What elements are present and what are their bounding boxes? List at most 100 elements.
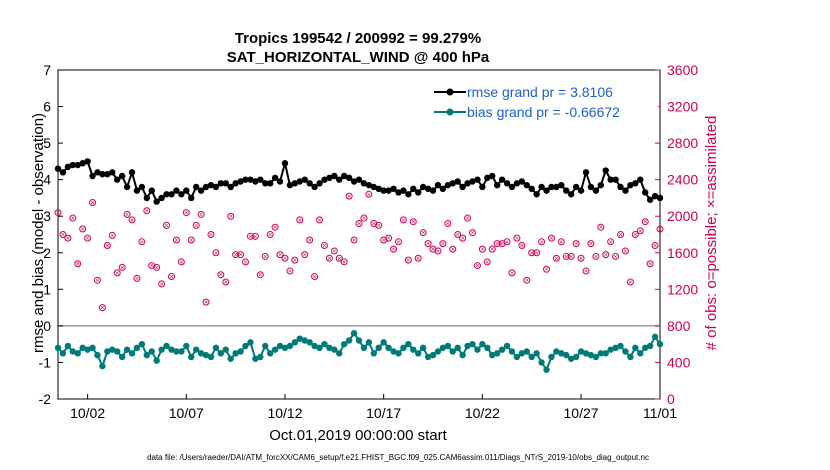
series-bias-point: [340, 340, 348, 348]
obs-assimilated-point: ×: [614, 254, 618, 261]
y2-axis-label: # of obs: o=possible; ×=assimilated: [703, 116, 720, 351]
series-rmse-point: [202, 183, 210, 191]
obs-possible-point: [424, 240, 432, 248]
series-rmse-point: [434, 181, 442, 189]
series-rmse-point: [237, 178, 244, 185]
series-rmse-point: [479, 183, 486, 191]
series-bias-point: [641, 344, 649, 352]
series-bias-point: [192, 346, 200, 353]
series-rmse-point: [444, 181, 452, 189]
series-rmse-point: [632, 180, 639, 187]
series-rmse-point: [118, 172, 126, 180]
obs-assimilated-point: ×: [81, 227, 85, 234]
obs-assimilated-point: ×: [525, 278, 529, 285]
obs-assimilated-point: ×: [313, 274, 317, 281]
obs-assimilated-point: ×: [579, 256, 583, 263]
series-bias-point: [454, 344, 461, 352]
obs-assimilated-point: ×: [357, 221, 361, 228]
obs-assimilated-point: ×: [377, 223, 381, 230]
series-rmse-point: [489, 172, 496, 180]
obs-assimilated-point: ×: [594, 254, 598, 261]
obs-assimilated-point: ×: [95, 278, 99, 285]
obs-possible-point: [394, 238, 402, 246]
series-bias-point: [434, 348, 442, 355]
series-bias-point: [296, 335, 303, 342]
y2-tick-label: 400: [667, 354, 691, 370]
x-tick-label: 10/02: [70, 405, 105, 421]
series-rmse-point: [192, 183, 200, 191]
series-rmse-point: [513, 180, 521, 187]
obs-possible-point: [113, 269, 121, 277]
obs-possible-point: [533, 249, 541, 257]
series-rmse-point: [114, 176, 121, 183]
obs-assimilated-point: ×: [618, 232, 622, 239]
obs-possible-point: [163, 221, 171, 229]
series-bias-point: [419, 344, 427, 352]
x-tick-label: 10/12: [267, 405, 302, 421]
series-rmse-point: [385, 187, 392, 194]
series-bias-point: [528, 353, 535, 361]
obs-assimilated-point: ×: [189, 237, 193, 244]
series-bias-point: [331, 346, 338, 353]
series-rmse-point: [316, 180, 323, 187]
obs-possible-point: [316, 216, 324, 224]
obs-assimilated-point: ×: [214, 250, 218, 257]
series-bias-point: [197, 350, 205, 357]
obs-possible-point: [557, 238, 565, 246]
obs-possible-point: [602, 251, 610, 259]
series-bias-point: [89, 344, 96, 352]
series-rmse-point: [508, 183, 516, 191]
series-rmse-point: [410, 185, 417, 193]
y2-tick-label: 1600: [667, 245, 698, 261]
obs-assimilated-point: ×: [490, 247, 494, 254]
obs-possible-point: [251, 232, 259, 240]
obs-assimilated-point: ×: [194, 223, 198, 230]
series-bias-point: [153, 357, 160, 364]
obs-assimilated-point: ×: [105, 243, 109, 250]
series-bias-point: [617, 342, 624, 350]
series-bias-point: [637, 350, 644, 357]
y-tick-label: 1: [43, 281, 51, 297]
obs-assimilated-point: ×: [209, 232, 213, 239]
series-rmse-point: [153, 198, 160, 205]
obs-possible-point: [182, 209, 190, 217]
series-rmse-point: [597, 181, 604, 189]
obs-possible-point: [79, 225, 87, 233]
series-bias-point: [114, 348, 121, 355]
y-tick-label: 0: [43, 318, 51, 334]
series-rmse-point: [424, 185, 432, 193]
series-rmse-point: [54, 165, 62, 172]
legend-rmse-label: rmse grand pr = 3.8106: [467, 84, 613, 100]
obs-assimilated-point: ×: [115, 270, 119, 277]
obs-assimilated-point: ×: [165, 223, 169, 230]
series-rmse-point: [207, 181, 215, 189]
series-bias-point: [262, 342, 269, 350]
obs-possible-point: [138, 238, 146, 246]
series-rmse-point: [59, 169, 67, 176]
obs-assimilated-point: ×: [322, 243, 326, 250]
obs-assimilated-point: ×: [140, 239, 144, 246]
obs-assimilated-point: ×: [500, 241, 504, 248]
obs-possible-point: [237, 251, 245, 259]
obs-assimilated-point: ×: [451, 247, 455, 254]
series-rmse-point: [563, 187, 570, 194]
obs-assimilated-point: ×: [648, 261, 652, 268]
plot-area: [57, 69, 661, 400]
series-rmse-point: [548, 183, 555, 191]
y-tick-label: 3: [43, 208, 51, 224]
obs-assimilated-point: ×: [145, 208, 149, 215]
obs-assimilated-point: ×: [100, 305, 104, 312]
x-tick-label: 10/07: [169, 405, 204, 421]
series-bias-point: [518, 350, 526, 357]
obs-assimilated-point: ×: [219, 272, 223, 279]
series-rmse-point: [503, 180, 511, 187]
series-rmse-point: [64, 163, 72, 171]
obs-assimilated-point: ×: [199, 212, 203, 219]
series-bias-point: [563, 351, 570, 359]
obs-assimilated-point: ×: [495, 241, 499, 248]
obs-possible-point: [98, 304, 106, 312]
obs-possible-point: [612, 252, 620, 260]
obs-assimilated-point: ×: [61, 232, 65, 239]
obs-possible-point: [449, 245, 457, 253]
obs-assimilated-point: ×: [426, 241, 430, 248]
